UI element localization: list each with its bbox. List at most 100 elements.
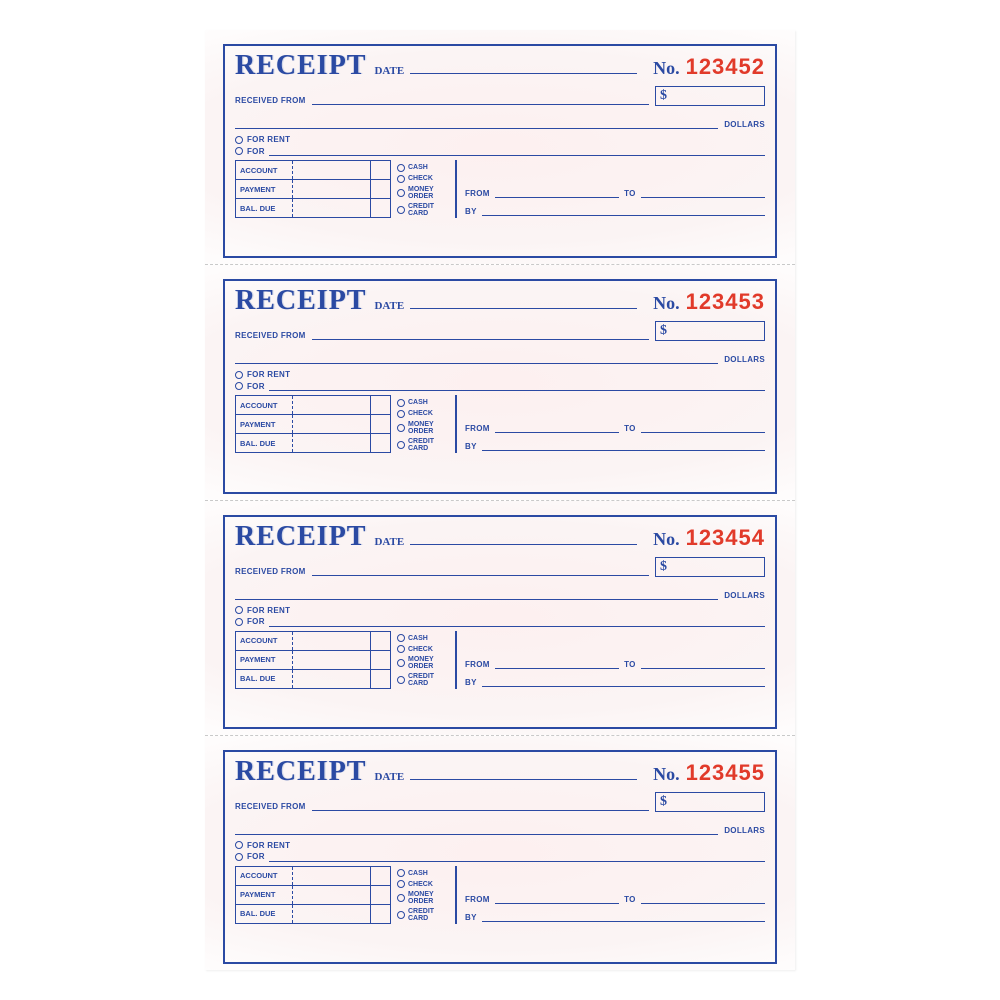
for-label: FOR (247, 382, 265, 391)
money-order-radio[interactable] (397, 894, 405, 902)
date-field-line[interactable] (410, 534, 637, 545)
account-cell[interactable] (292, 396, 390, 414)
amount-box[interactable]: $ (655, 86, 765, 106)
for-label: FOR (247, 617, 265, 626)
payment-label: PAYMENT (236, 180, 292, 198)
period-to-line[interactable] (641, 894, 765, 904)
period-to-line[interactable] (641, 659, 765, 669)
for-radio[interactable] (235, 853, 243, 861)
money-order-label: MONEY ORDER (408, 421, 452, 435)
receipt-slip: RECEIPT DATE No. 123455 RECEIVED FROM $ … (205, 736, 795, 970)
money-order-radio[interactable] (397, 659, 405, 667)
received-from-line[interactable] (312, 566, 649, 576)
credit-card-label: CREDIT CARD (408, 908, 452, 922)
for-radio[interactable] (235, 147, 243, 155)
payment-cell[interactable] (292, 651, 390, 669)
period-from-line[interactable] (495, 894, 619, 904)
amount-box[interactable]: $ (655, 557, 765, 577)
for-line[interactable] (269, 852, 765, 862)
baldue-cell[interactable] (292, 434, 390, 452)
for-rent-radio[interactable] (235, 841, 243, 849)
cash-radio[interactable] (397, 634, 405, 642)
account-cell[interactable] (292, 632, 390, 650)
payment-cell[interactable] (292, 886, 390, 904)
dollar-sign: $ (660, 323, 667, 339)
account-cell[interactable] (292, 867, 390, 885)
amount-box[interactable]: $ (655, 321, 765, 341)
date-label: DATE (374, 536, 404, 548)
credit-card-radio[interactable] (397, 206, 405, 214)
period-from-line[interactable] (495, 423, 619, 433)
period-to-line[interactable] (641, 423, 765, 433)
baldue-cell[interactable] (292, 199, 390, 217)
cash-radio[interactable] (397, 164, 405, 172)
for-radio[interactable] (235, 618, 243, 626)
money-order-label: MONEY ORDER (408, 656, 452, 670)
baldue-label: BAL. DUE (236, 905, 292, 923)
date-field-line[interactable] (410, 63, 637, 74)
account-table: ACCOUNT PAYMENT BAL. DUE (235, 395, 391, 453)
check-label: CHECK (408, 410, 433, 417)
for-rent-radio[interactable] (235, 136, 243, 144)
date-field-line[interactable] (410, 298, 637, 309)
money-order-radio[interactable] (397, 189, 405, 197)
received-from-label: RECEIVED FROM (235, 96, 306, 105)
period-from-line[interactable] (495, 188, 619, 198)
by-line[interactable] (482, 206, 765, 216)
received-from-line[interactable] (312, 801, 649, 811)
for-line[interactable] (269, 617, 765, 627)
cash-label: CASH (408, 635, 428, 642)
payment-cell[interactable] (292, 180, 390, 198)
for-line[interactable] (269, 381, 765, 391)
cash-label: CASH (408, 399, 428, 406)
payment-type-group: CASH CHECK MONEY ORDER CREDIT CARD (391, 866, 455, 924)
check-radio[interactable] (397, 175, 405, 183)
check-radio[interactable] (397, 410, 405, 418)
credit-card-label: CREDIT CARD (408, 673, 452, 687)
payment-type-group: CASH CHECK MONEY ORDER CREDIT CARD (391, 160, 455, 218)
by-label: BY (465, 678, 477, 687)
baldue-cell[interactable] (292, 670, 390, 688)
amount-words-line[interactable] (235, 354, 718, 364)
amount-words-line[interactable] (235, 590, 718, 600)
received-from-label: RECEIVED FROM (235, 331, 306, 340)
credit-card-radio[interactable] (397, 441, 405, 449)
amount-words-line[interactable] (235, 825, 718, 835)
baldue-cell[interactable] (292, 905, 390, 923)
check-radio[interactable] (397, 645, 405, 653)
for-radio[interactable] (235, 382, 243, 390)
received-from-line[interactable] (312, 330, 649, 340)
amount-words-line[interactable] (235, 119, 718, 129)
account-label: ACCOUNT (236, 632, 292, 650)
receipt-border: RECEIPT DATE No. 123454 RECEIVED FROM $ … (223, 515, 777, 729)
money-order-radio[interactable] (397, 424, 405, 432)
payment-cell[interactable] (292, 415, 390, 433)
period-to-label: TO (624, 424, 636, 433)
by-line[interactable] (482, 912, 765, 922)
credit-card-radio[interactable] (397, 676, 405, 684)
amount-box[interactable]: $ (655, 792, 765, 812)
check-radio[interactable] (397, 880, 405, 888)
payment-label: PAYMENT (236, 651, 292, 669)
cash-radio[interactable] (397, 399, 405, 407)
received-from-label: RECEIVED FROM (235, 802, 306, 811)
account-table: ACCOUNT PAYMENT BAL. DUE (235, 866, 391, 924)
received-from-line[interactable] (312, 95, 649, 105)
period-from-line[interactable] (495, 659, 619, 669)
receipt-title: RECEIPT (235, 758, 366, 786)
cash-radio[interactable] (397, 869, 405, 877)
for-rent-radio[interactable] (235, 606, 243, 614)
by-line[interactable] (482, 677, 765, 687)
by-line[interactable] (482, 441, 765, 451)
account-cell[interactable] (292, 161, 390, 179)
cash-label: CASH (408, 870, 428, 877)
dollar-sign: $ (660, 559, 667, 575)
credit-card-radio[interactable] (397, 911, 405, 919)
payment-label: PAYMENT (236, 415, 292, 433)
receipt-border: RECEIPT DATE No. 123452 RECEIVED FROM $ … (223, 44, 777, 258)
period-to-line[interactable] (641, 188, 765, 198)
for-rent-radio[interactable] (235, 371, 243, 379)
date-field-line[interactable] (410, 769, 637, 780)
money-order-label: MONEY ORDER (408, 186, 452, 200)
for-line[interactable] (269, 146, 765, 156)
